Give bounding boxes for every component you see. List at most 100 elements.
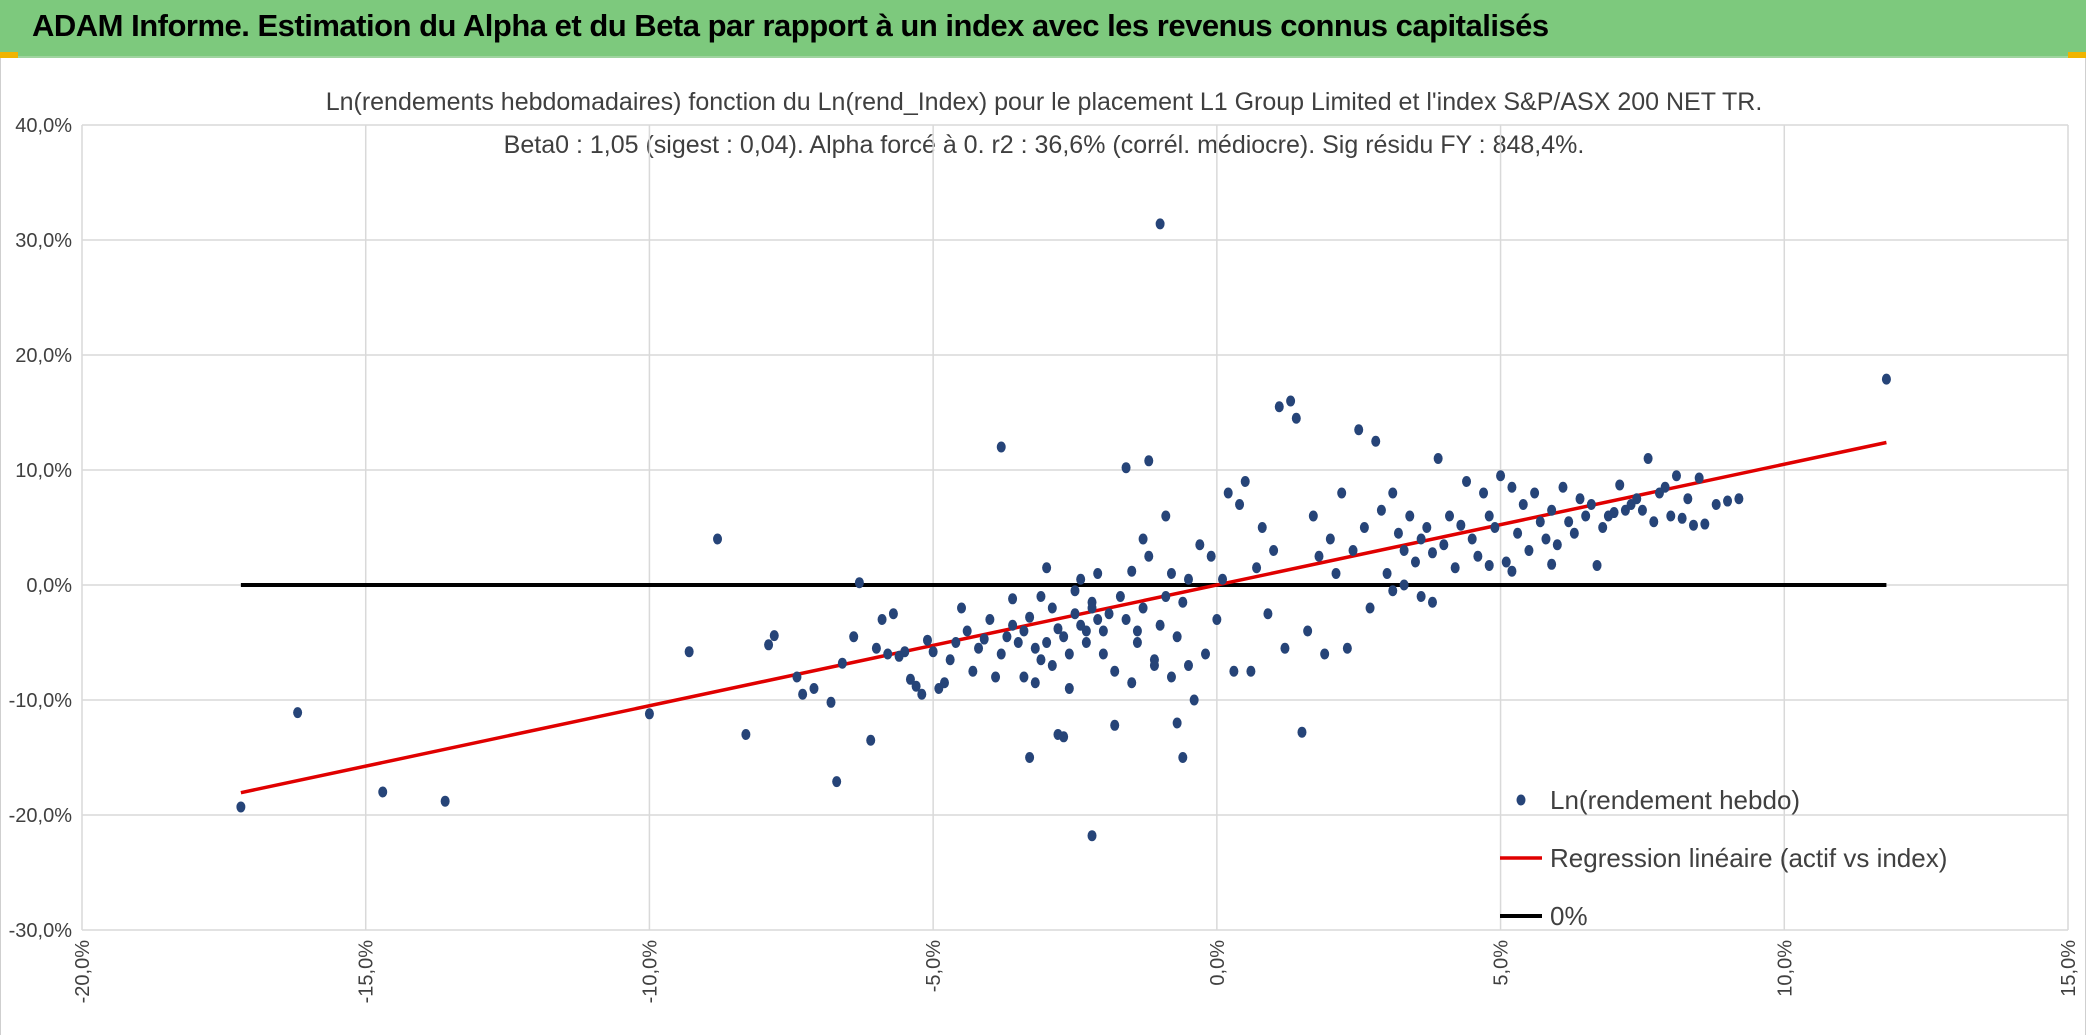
data-point bbox=[1042, 562, 1052, 574]
data-point bbox=[928, 646, 938, 658]
data-point bbox=[1649, 516, 1659, 528]
data-point bbox=[1274, 401, 1284, 413]
y-tick-label: -20,0% bbox=[9, 805, 73, 827]
data-point bbox=[1467, 533, 1477, 545]
data-point bbox=[1456, 519, 1466, 531]
data-point bbox=[1683, 493, 1693, 505]
data-point bbox=[1513, 527, 1523, 539]
data-point bbox=[1422, 522, 1432, 533]
data-point bbox=[1388, 585, 1398, 597]
data-point bbox=[1047, 660, 1057, 671]
data-point bbox=[1660, 481, 1670, 493]
data-point bbox=[1178, 596, 1188, 608]
data-point bbox=[1382, 568, 1392, 579]
data-point bbox=[985, 614, 995, 625]
data-point bbox=[1462, 476, 1472, 487]
data-point bbox=[1030, 677, 1040, 689]
data-point bbox=[1172, 717, 1182, 729]
data-point bbox=[1450, 562, 1460, 574]
data-point bbox=[684, 646, 694, 658]
data-point bbox=[236, 801, 246, 813]
data-point bbox=[1547, 504, 1557, 516]
data-point bbox=[945, 654, 955, 666]
legend-label: Ln(rendement hebdo) bbox=[1550, 785, 1800, 815]
legend-label: Regression linéaire (actif vs index) bbox=[1550, 843, 1947, 873]
data-point bbox=[1195, 539, 1205, 551]
data-point bbox=[1518, 499, 1528, 510]
x-tick-label: 0,0% bbox=[1207, 940, 1229, 986]
data-point bbox=[1240, 476, 1250, 487]
data-point bbox=[1427, 596, 1437, 608]
x-tick-label: 5,0% bbox=[1491, 940, 1513, 986]
data-point bbox=[900, 646, 910, 658]
data-point bbox=[1632, 493, 1642, 505]
data-point bbox=[1115, 591, 1125, 602]
data-point bbox=[1615, 479, 1625, 491]
data-point bbox=[1354, 424, 1364, 436]
data-point bbox=[1575, 493, 1585, 505]
data-point bbox=[1677, 512, 1687, 524]
data-point bbox=[1592, 559, 1602, 571]
data-point bbox=[1098, 648, 1108, 660]
data-point bbox=[1121, 462, 1131, 474]
data-point bbox=[1586, 499, 1596, 510]
data-point bbox=[837, 657, 847, 669]
data-point bbox=[1507, 481, 1517, 493]
data-point bbox=[1569, 527, 1579, 539]
data-point bbox=[1541, 533, 1551, 545]
data-point bbox=[1172, 631, 1182, 643]
x-tick-label: -5,0% bbox=[923, 940, 945, 992]
data-point bbox=[962, 625, 972, 637]
data-point bbox=[1393, 527, 1403, 539]
data-point bbox=[798, 688, 808, 700]
data-point bbox=[1524, 545, 1534, 556]
data-point bbox=[1059, 731, 1069, 743]
data-point bbox=[905, 673, 915, 685]
data-point bbox=[1405, 510, 1415, 522]
data-point bbox=[1127, 565, 1137, 577]
data-point bbox=[1025, 611, 1035, 623]
data-point bbox=[1496, 470, 1506, 482]
regression-line bbox=[240, 440, 1887, 795]
axis-tick-labels: -30,0%-20,0%-10,0%0,0%10,0%20,0%30,0%40,… bbox=[9, 115, 2080, 1003]
x-tick-label: -10,0% bbox=[639, 940, 661, 1004]
x-tick-label: 10,0% bbox=[1774, 940, 1796, 997]
data-point bbox=[939, 677, 949, 689]
data-point bbox=[1484, 510, 1494, 522]
data-point bbox=[1348, 545, 1358, 556]
data-point bbox=[1093, 568, 1103, 579]
data-point bbox=[1581, 510, 1591, 522]
y-tick-label: 0,0% bbox=[26, 575, 72, 597]
data-point bbox=[1325, 533, 1335, 545]
data-point bbox=[1132, 625, 1142, 637]
data-point bbox=[1252, 562, 1262, 574]
data-point bbox=[1269, 545, 1279, 556]
data-point bbox=[1564, 516, 1574, 528]
data-point bbox=[968, 665, 978, 677]
data-point bbox=[1501, 556, 1511, 568]
data-point bbox=[1598, 522, 1608, 533]
data-point bbox=[1223, 487, 1233, 499]
data-point bbox=[1019, 625, 1029, 637]
data-point bbox=[1019, 671, 1029, 683]
data-point bbox=[1331, 568, 1341, 579]
data-point bbox=[917, 688, 927, 700]
data-point bbox=[764, 639, 774, 651]
data-point bbox=[1303, 625, 1313, 637]
y-tick-label: 40,0% bbox=[15, 115, 72, 137]
y-tick-label: 30,0% bbox=[15, 230, 72, 252]
data-point bbox=[1473, 550, 1483, 562]
chart-area: Ln(rendements hebdomadaires) fonction du… bbox=[0, 58, 2086, 1035]
chart-title-line-2: Beta0 : 1,05 (sigest : 0,04). Alpha forc… bbox=[503, 131, 1585, 159]
data-point bbox=[1098, 625, 1108, 637]
data-point bbox=[1643, 453, 1653, 464]
data-point bbox=[1507, 565, 1517, 577]
data-point bbox=[1076, 573, 1086, 585]
data-point bbox=[1711, 499, 1721, 510]
data-point bbox=[1297, 726, 1307, 738]
data-points bbox=[236, 218, 1891, 842]
data-point bbox=[1479, 487, 1489, 499]
y-tick-label: 10,0% bbox=[15, 460, 72, 482]
reference-lines bbox=[240, 440, 1887, 795]
